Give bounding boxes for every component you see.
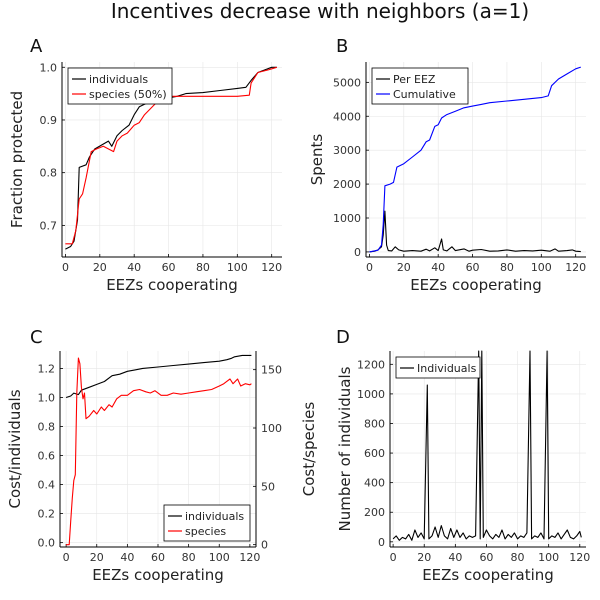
y-right-tick-label-c: 100 [261,422,282,435]
figure-title: Incentives decrease with neighbors (a=1) [111,0,529,23]
series-line-b-0 [369,210,581,253]
x-tick-label-a: 60 [162,261,176,274]
x-tick-label-d: 40 [448,551,462,564]
chart-panel-a: 0 20 40 60 80 100 120 0.7 0.8 0.9 1.0 EEZs cooperat… [8,61,282,294]
legend-label-b-0: Per EEZ [393,73,436,86]
series-line-d-0 [392,350,582,541]
y-axis-label-a: Fraction protected [8,91,26,228]
x-tick-label-c: 60 [151,551,165,564]
x-tick-label-b: 80 [500,261,514,274]
x-tick-label-b: 120 [565,261,586,274]
y-tick-label-d: 800 [364,417,385,430]
y-tick-label-b: 0 [354,246,361,259]
x-tick-label-d: 100 [538,551,559,564]
x-tick-label-d: 60 [479,551,493,564]
y-tick-label-b: 2000 [333,178,361,191]
x-tick-label-c: 0 [63,551,70,564]
y-tick-label-b: 1000 [333,212,361,225]
x-tick-label-d: 20 [417,551,431,564]
legend-d: Individuals [395,356,481,379]
x-tick-label-b: 0 [366,261,373,274]
y-tick-label-a: 0.7 [40,219,58,232]
y-tick-label-a: 0.8 [40,167,58,180]
x-tick-label-b: 40 [431,261,445,274]
y-tick-label-d: 400 [364,477,385,490]
x-tick-label-a: 120 [261,261,282,274]
x-tick-label-c: 20 [90,551,104,564]
y-tick-label-d: 200 [364,506,385,519]
x-tick-label-b: 20 [397,261,411,274]
y-tick-label-a: 1.0 [40,61,58,74]
y-tick-label-c: 0.0 [38,537,56,550]
y-tick-label-b: 4000 [333,110,361,123]
y-right-tick-label-c: 150 [261,364,282,377]
y-tick-label-d: 0 [378,536,385,549]
legend-label-a-0: individuals [89,73,148,86]
y-tick-label-c: 0.8 [38,420,56,433]
x-tick-label-b: 60 [466,261,480,274]
y-tick-label-c: 0.4 [38,479,56,492]
y-tick-label-b: 3000 [333,144,361,157]
y-right-tick-label-c: 0 [261,539,268,552]
series-line-a-1 [65,66,277,245]
y-tick-label-a: 0.9 [40,114,58,127]
y-right-tick-label-c: 50 [261,480,275,493]
x-tick-label-d: 120 [569,551,590,564]
chart-panel-c: 0 20 40 60 80 100 120 0.0 0.2 0.4 0.6 0.8 1.0 1.2 0 50 1… [6,351,318,584]
y-axis-label-b: Spents [308,134,326,186]
x-axis-label-b: EEZs cooperating [410,276,542,294]
series-line-c-1 [66,357,252,546]
legend-b: Per EEZ Cumulative [371,67,469,105]
y-axis-right-label-c: Cost/species [300,402,318,497]
y-tick-label-d: 1000 [357,388,385,401]
y-tick-label-d: 1200 [357,358,385,371]
legend-box-d [395,356,481,379]
y-axis-label-d: Number of individuals [336,366,354,531]
legend-box-c [163,504,251,542]
legend-label-a-1: species (50%) [89,88,167,101]
y-tick-label-c: 1.0 [38,391,56,404]
x-tick-label-b: 100 [531,261,552,274]
x-tick-label-c: 40 [120,551,134,564]
y-tick-label-b: 5000 [333,76,361,89]
series-line-b-1 [369,66,581,253]
x-tick-label-d: 80 [511,551,525,564]
y-axis-label-c: Cost/individuals [6,389,24,508]
legend-box-b [371,67,469,105]
x-axis-label-d: EEZs cooperating [422,566,554,584]
y-tick-label-c: 1.2 [38,362,56,375]
legend-label-c-1: species [185,525,226,538]
legend-label-d-0: Individuals [417,362,477,375]
chart-panel-b: 0 20 40 60 80 100 120 0 1000 2000 3000 4000 5000 EEZs… [308,62,586,294]
legend-box-a [67,67,173,105]
y-tick-label-d: 600 [364,447,385,460]
x-tick-label-a: 0 [62,261,69,274]
x-tick-label-d: 0 [390,551,397,564]
x-tick-label-a: 40 [127,261,141,274]
legend-a: individuals species (50%) [67,67,173,105]
x-tick-label-a: 100 [227,261,248,274]
panel-label-d: D [336,327,350,348]
series-line-a-0 [65,66,277,250]
chart-panel-d: 0 20 40 60 80 100 120020040060080010001200EEZs… [336,350,590,584]
legend-label-b-1: Cumulative [393,88,456,101]
series-line-c-0 [65,354,252,399]
legend-label-c-0: individuals [185,510,244,523]
x-tick-label-c: 120 [239,551,260,564]
x-axis-label-c: EEZs cooperating [92,566,224,584]
y-tick-label-c: 0.2 [38,508,56,521]
x-tick-label-c: 80 [182,551,196,564]
y-tick-label-c: 0.6 [38,450,56,463]
x-tick-label-c: 100 [209,551,230,564]
legend-c: individuals species [163,504,251,542]
panel-label-b: B [336,36,348,57]
x-tick-label-a: 20 [93,261,107,274]
x-axis-label-a: EEZs cooperating [106,276,238,294]
panel-label-c: C [30,327,43,348]
x-tick-label-a: 80 [196,261,210,274]
panel-label-a: A [30,36,43,57]
